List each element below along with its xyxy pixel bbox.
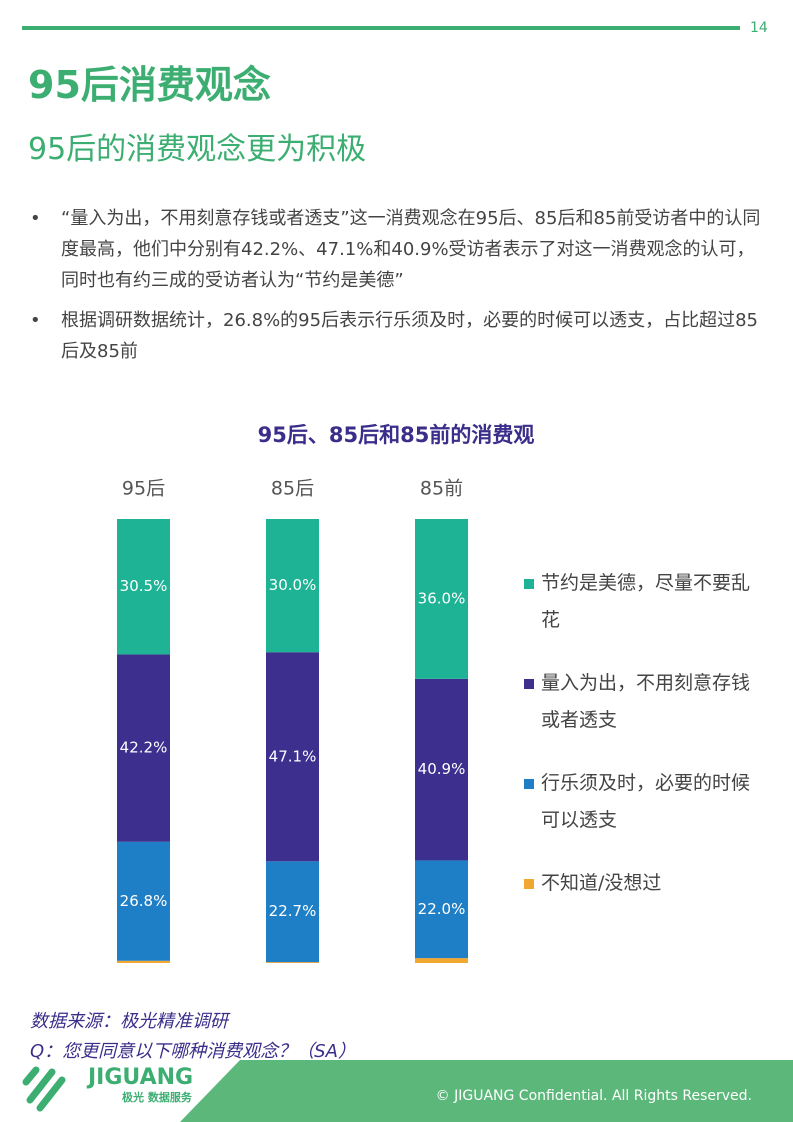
bar-segment [415,860,468,959]
value-label: 47.1% [269,747,317,765]
top-rule [22,26,740,30]
bullet-text: “量入为出，不用刻意存钱或者透支”这一消费观念在95后、85后和85前受访者中的… [61,208,761,291]
legend-swatch [524,579,534,589]
legend-label: 节约是美德，尽量不要乱花 [541,572,751,631]
value-label: 26.8% [120,892,168,910]
legend-swatch [524,679,534,689]
footer-band [180,1060,793,1122]
legend-item: 节约是美德，尽量不要乱花 [524,565,754,639]
logo: JIGUANG [86,1065,193,1090]
logo-sub: 极光 数据服务 [122,1090,193,1104]
value-label: 36.0% [418,589,466,607]
logo-icon [22,1066,66,1112]
bar-segment [415,519,468,679]
bar-segment [266,861,319,963]
legend-label: 不知道/没想过 [541,872,662,894]
footer: JIGUANG 极光 数据服务 © JIGUANG Confidential. … [22,1060,793,1122]
value-label: 22.0% [418,900,466,918]
bar-segment [117,519,170,655]
bullet-text: 根据调研数据统计，26.8%的95后表示行乐须及时，必要的时候可以透支，占比超过… [61,310,758,362]
bar-segment [266,962,319,963]
bar-segment [117,841,170,961]
bullet: • 根据调研数据统计，26.8%的95后表示行乐须及时，必要的时候可以透支，占比超… [30,305,760,367]
legend-swatch [524,879,534,889]
chart: 95后、85后和85前的消费观 95后 26.8% 42.2% 30.5% 85后 22.… [117,423,535,963]
bar-segment [266,652,319,862]
chart-title: 95后、85后和85前的消费观 [258,423,535,447]
value-label: 22.7% [269,902,317,920]
value-label: 40.9% [418,760,466,778]
category-label: 85后 [271,478,314,500]
legend-item: 量入为出，不用刻意存钱或者透支 [524,665,754,739]
value-label: 42.2% [120,739,168,757]
legend-label: 行乐须及时，必要的时候可以透支 [541,772,751,831]
value-label: 30.0% [269,576,317,594]
subtitle: 95后的消费观念更为积极 [28,132,367,167]
bar-segment [117,654,170,842]
source: 数据来源：极光精准调研 [30,1011,228,1032]
value-label: 30.5% [120,577,168,595]
legend-item: 行乐须及时，必要的时候可以透支 [524,765,754,839]
bar-segment [415,958,468,963]
bar-segment [415,678,468,861]
copyright: © JIGUANG Confidential. All Rights Reser… [436,1088,752,1104]
bar-segment [117,960,170,963]
title: 95后消费观念 [28,63,271,107]
legend-item: 不知道/没想过 [524,865,754,902]
page-number: 14 [750,20,768,36]
legend-label: 量入为出，不用刻意存钱或者透支 [541,672,751,731]
legend-swatch [524,779,534,789]
category-label: 95后 [122,478,165,500]
bar-segment [266,519,319,653]
category-label: 85前 [420,478,463,500]
source: Q：您更同意以下哪种消费观念？（SA） [30,1041,356,1062]
bullet: • “量入为出，不用刻意存钱或者透支”这一消费观念在95后、85后和85前受访者中… [30,203,760,296]
